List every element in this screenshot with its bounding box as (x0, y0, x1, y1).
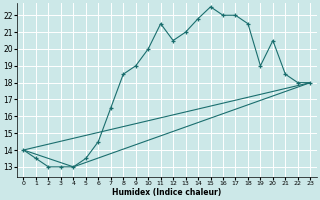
X-axis label: Humidex (Indice chaleur): Humidex (Indice chaleur) (112, 188, 221, 197)
